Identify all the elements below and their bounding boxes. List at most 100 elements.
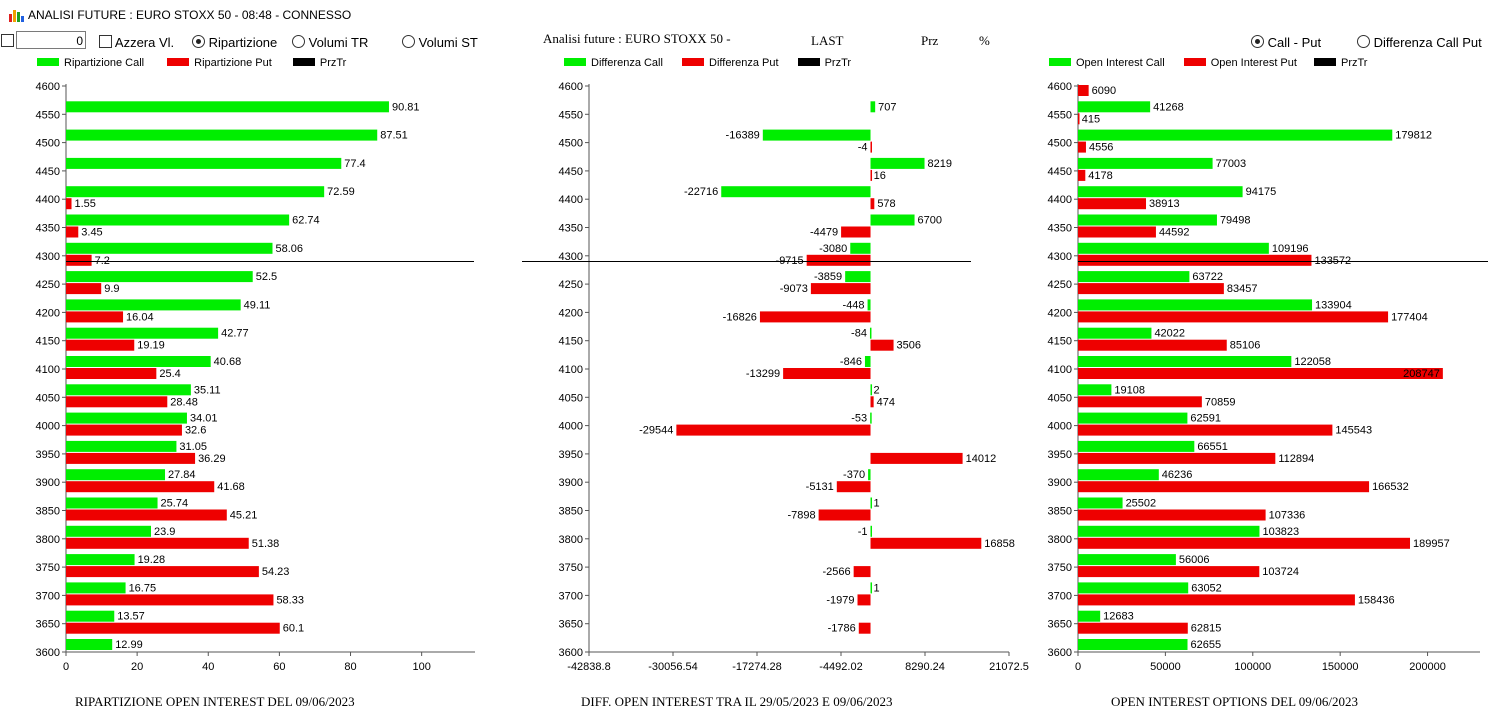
radio-ripartizione-dot[interactable] <box>192 35 205 48</box>
y-tick-label: 3700 <box>36 590 60 602</box>
put-bar-label: 3506 <box>897 340 921 352</box>
call-bar <box>850 242 871 254</box>
call-bar <box>66 497 158 509</box>
call-bar-label: 19108 <box>1114 384 1145 396</box>
y-tick-label: 3900 <box>559 477 583 489</box>
put-bar <box>66 283 102 295</box>
call-bar <box>66 299 241 311</box>
put-bar-label: -2566 <box>823 566 851 578</box>
put-bar <box>841 226 871 238</box>
radio-diff-call-put[interactable]: Differenza Call Put <box>1357 35 1482 50</box>
radio-volumi-st[interactable]: Volumi ST <box>402 35 478 50</box>
put-bar <box>853 566 871 578</box>
call-bar <box>868 469 871 481</box>
y-tick-label: 4500 <box>1048 138 1072 150</box>
call-bar <box>870 497 873 509</box>
call-bar <box>845 271 871 283</box>
put-bar-label: 44592 <box>1159 227 1190 239</box>
call-bar-label: 72.59 <box>327 186 355 198</box>
radio-diff-call-put-dot[interactable] <box>1357 35 1370 48</box>
radio-ripartizione[interactable]: Ripartizione <box>192 35 277 50</box>
call-bar-label: 707 <box>878 101 896 113</box>
radio-volumi-tr-dot[interactable] <box>292 35 305 48</box>
y-tick-label: 3600 <box>1048 647 1072 659</box>
put-bar <box>1078 566 1260 578</box>
call-bar <box>1078 469 1159 481</box>
legend-put-swatch <box>167 58 190 66</box>
call-bar-label: 79498 <box>1220 215 1251 227</box>
call-bar <box>1078 582 1189 594</box>
y-tick-label: 3750 <box>36 562 60 574</box>
legend-call-swatch <box>37 58 59 66</box>
y-tick-label: 4300 <box>1048 251 1072 263</box>
y-tick-label: 3700 <box>1048 590 1072 602</box>
put-bar <box>857 594 871 606</box>
call-bar <box>66 582 126 594</box>
azzera-label: Azzera Vl. <box>114 35 175 50</box>
put-bar <box>66 566 259 578</box>
put-bar-label: -9073 <box>780 283 808 295</box>
radio-call-put-dot[interactable] <box>1251 35 1264 48</box>
call-bar <box>66 129 378 141</box>
put-bar-label: -29544 <box>639 425 673 437</box>
put-bar <box>1078 622 1188 634</box>
call-bar-label: 94175 <box>1246 186 1277 198</box>
y-tick-label: 4200 <box>36 307 60 319</box>
call-bar <box>66 186 325 198</box>
call-bar-label: -1 <box>858 526 868 538</box>
call-bar-label: 41268 <box>1153 101 1184 113</box>
put-bar <box>66 339 135 351</box>
put-bar-label: 1.55 <box>75 198 96 210</box>
put-bar <box>818 509 871 521</box>
call-bar-label: 87.51 <box>380 130 408 142</box>
number-input[interactable]: 0 <box>16 31 86 49</box>
call-bar-label: 6700 <box>918 215 942 227</box>
x-tick-label: 21072.5 <box>989 661 1029 673</box>
call-bar <box>1078 271 1190 283</box>
call-bar-label: 1 <box>874 582 880 594</box>
call-bar <box>1078 554 1176 566</box>
call-bar <box>867 299 871 311</box>
legend-prztr-label: PrzTr <box>824 57 852 69</box>
put-bar <box>870 396 874 408</box>
put-bar <box>870 339 894 351</box>
call-bar <box>66 412 187 424</box>
y-tick-label: 4200 <box>1048 307 1072 319</box>
put-bar-label: 19.19 <box>137 340 165 352</box>
call-bar-label: -53 <box>851 413 867 425</box>
radio-volumi-tr[interactable]: Volumi TR <box>292 35 368 50</box>
put-bar-label: 103724 <box>1262 566 1299 578</box>
x-tick-label: 20 <box>131 661 143 673</box>
y-tick-label: 4000 <box>1048 421 1072 433</box>
x-tick-label: 40 <box>202 661 214 673</box>
y-tick-label: 4050 <box>36 392 60 404</box>
put-bar <box>1078 368 1443 379</box>
put-bar-label: 4178 <box>1088 170 1112 182</box>
azzera-check-box[interactable] <box>99 35 112 48</box>
put-bar <box>1078 113 1080 125</box>
call-bar-label: 25.74 <box>161 498 189 510</box>
radio-call-put[interactable]: Call - Put <box>1251 35 1321 50</box>
radio-volumi-st-dot[interactable] <box>402 35 415 48</box>
legend-prztr-swatch <box>1314 58 1336 66</box>
call-bar-label: 42022 <box>1154 328 1185 340</box>
call-bar-label: 25502 <box>1126 498 1157 510</box>
call-bar-label: -3080 <box>819 243 847 255</box>
enable-checkbox[interactable] <box>1 34 14 49</box>
y-tick-label: 3600 <box>36 647 60 659</box>
put-bar <box>1078 537 1411 549</box>
call-bar-label: 12.99 <box>115 639 143 651</box>
call-bar <box>870 214 915 226</box>
put-bar-label: -13299 <box>746 368 780 380</box>
put-bar <box>1078 85 1089 96</box>
put-bar-label: 208747 <box>1403 368 1440 380</box>
put-bar <box>870 452 963 464</box>
caption-chart-1: RIPARTIZIONE OPEN INTEREST DEL 09/06/202… <box>75 694 355 709</box>
y-tick-label: 3650 <box>1048 619 1072 631</box>
call-bar-label: 122058 <box>1294 356 1331 368</box>
legend-call-label: Differenza Call <box>591 57 663 69</box>
azzera-checkbox[interactable]: Azzera Vl. <box>99 35 174 50</box>
call-bar <box>66 101 389 113</box>
put-bar-label: 189957 <box>1413 538 1450 550</box>
call-bar-label: 1 <box>874 498 880 510</box>
